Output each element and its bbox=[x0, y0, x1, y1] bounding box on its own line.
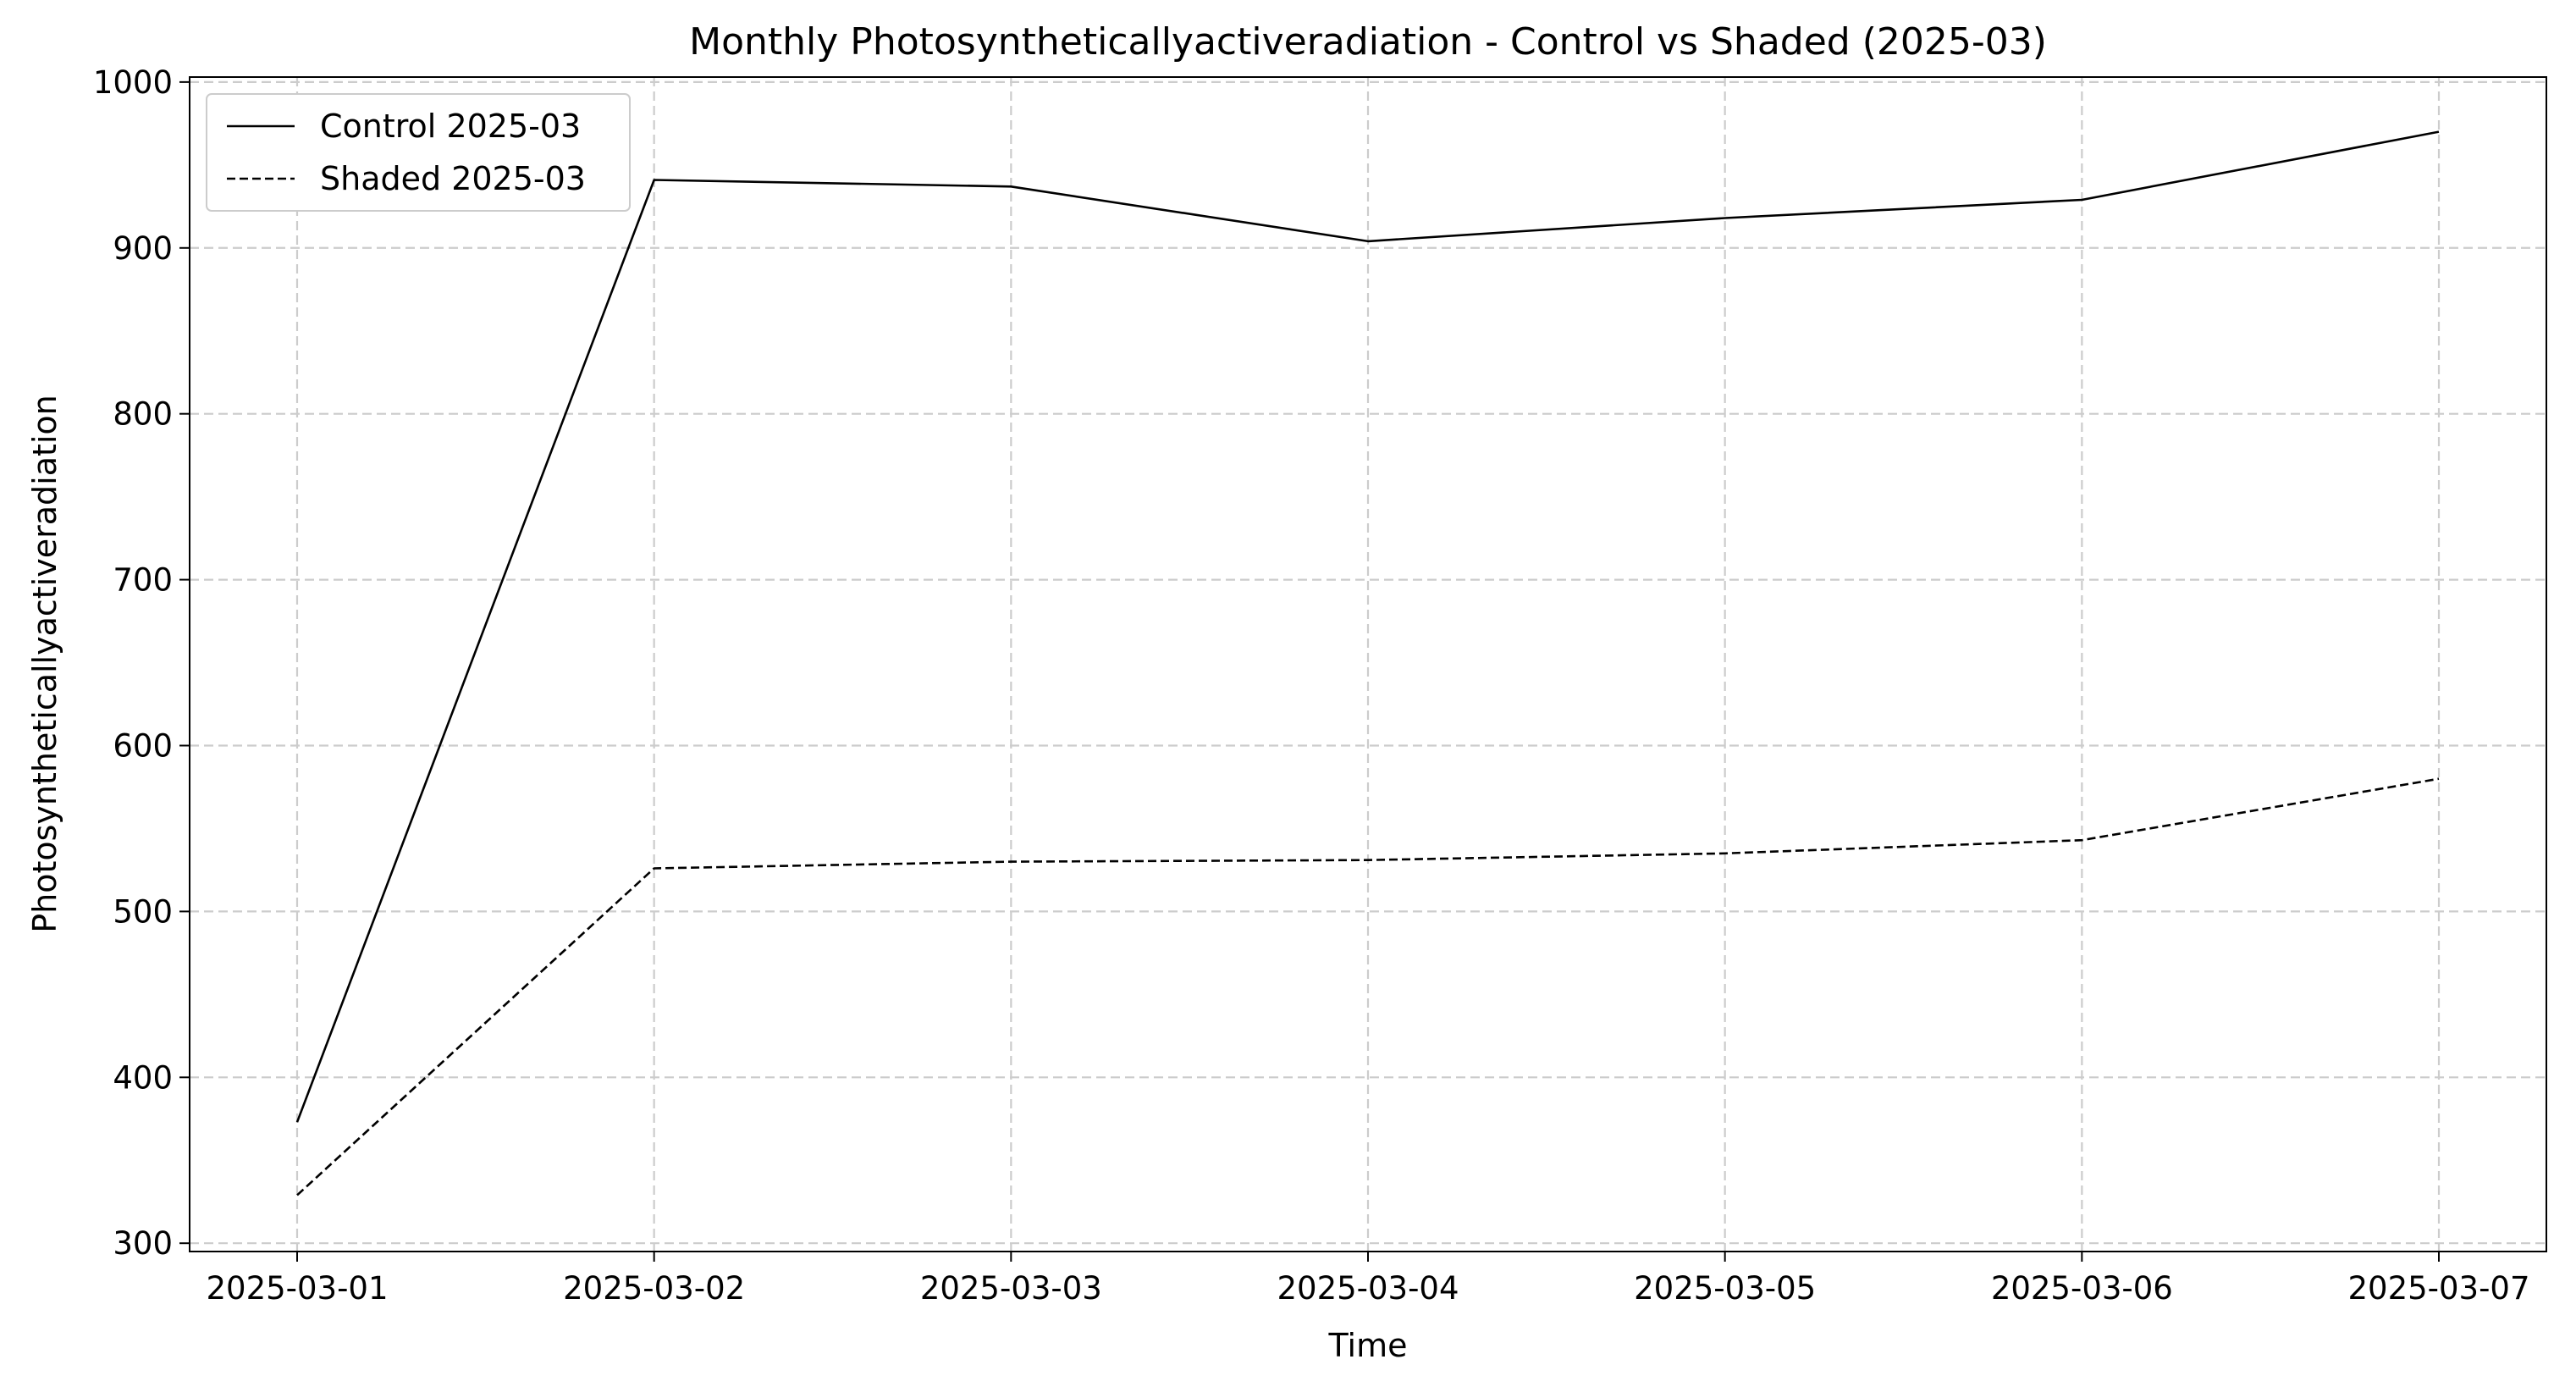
x-tick-label: 2025-03-01 bbox=[206, 1270, 388, 1307]
series-line-shaded bbox=[296, 777, 2440, 1196]
y-tick-label: 300 bbox=[113, 1225, 173, 1262]
y-tick-label: 400 bbox=[113, 1059, 173, 1096]
y-tick-label: 600 bbox=[113, 727, 173, 764]
y-tick-label: 500 bbox=[113, 893, 173, 930]
grid bbox=[190, 77, 2546, 1252]
chart-title: Monthly Photosyntheticallyactiveradiatio… bbox=[689, 20, 2047, 64]
y-tick-label: 1000 bbox=[93, 64, 173, 101]
x-tick-label: 2025-03-05 bbox=[1634, 1270, 1816, 1307]
legend: Control 2025-03 Shaded 2025-03 bbox=[206, 93, 631, 212]
series-lines bbox=[295, 130, 2440, 1196]
x-axis-label: Time bbox=[1328, 1327, 1408, 1364]
x-tick-label: 2025-03-07 bbox=[2347, 1270, 2529, 1307]
x-tick-label: 2025-03-06 bbox=[1991, 1270, 2173, 1307]
y-axis: 300 400 500 600 700 800 900 1000 bbox=[93, 64, 190, 1262]
y-axis-label: Photosyntheticallyactiveradiation bbox=[26, 395, 63, 933]
x-axis: 2025-03-01 2025-03-02 2025-03-03 2025-03-04… bbox=[206, 1252, 2530, 1307]
legend-label-control: Control 2025-03 bbox=[320, 108, 581, 145]
y-tick-label: 700 bbox=[113, 562, 173, 599]
y-tick-label: 900 bbox=[113, 230, 173, 267]
x-tick-label: 2025-03-02 bbox=[563, 1270, 745, 1307]
series-line-control bbox=[295, 130, 2440, 1123]
y-tick-label: 800 bbox=[113, 396, 173, 433]
legend-label-shaded: Shaded 2025-03 bbox=[320, 160, 586, 197]
legend-box bbox=[206, 93, 631, 212]
x-tick-label: 2025-03-03 bbox=[920, 1270, 1102, 1307]
x-tick-label: 2025-03-04 bbox=[1277, 1270, 1459, 1307]
